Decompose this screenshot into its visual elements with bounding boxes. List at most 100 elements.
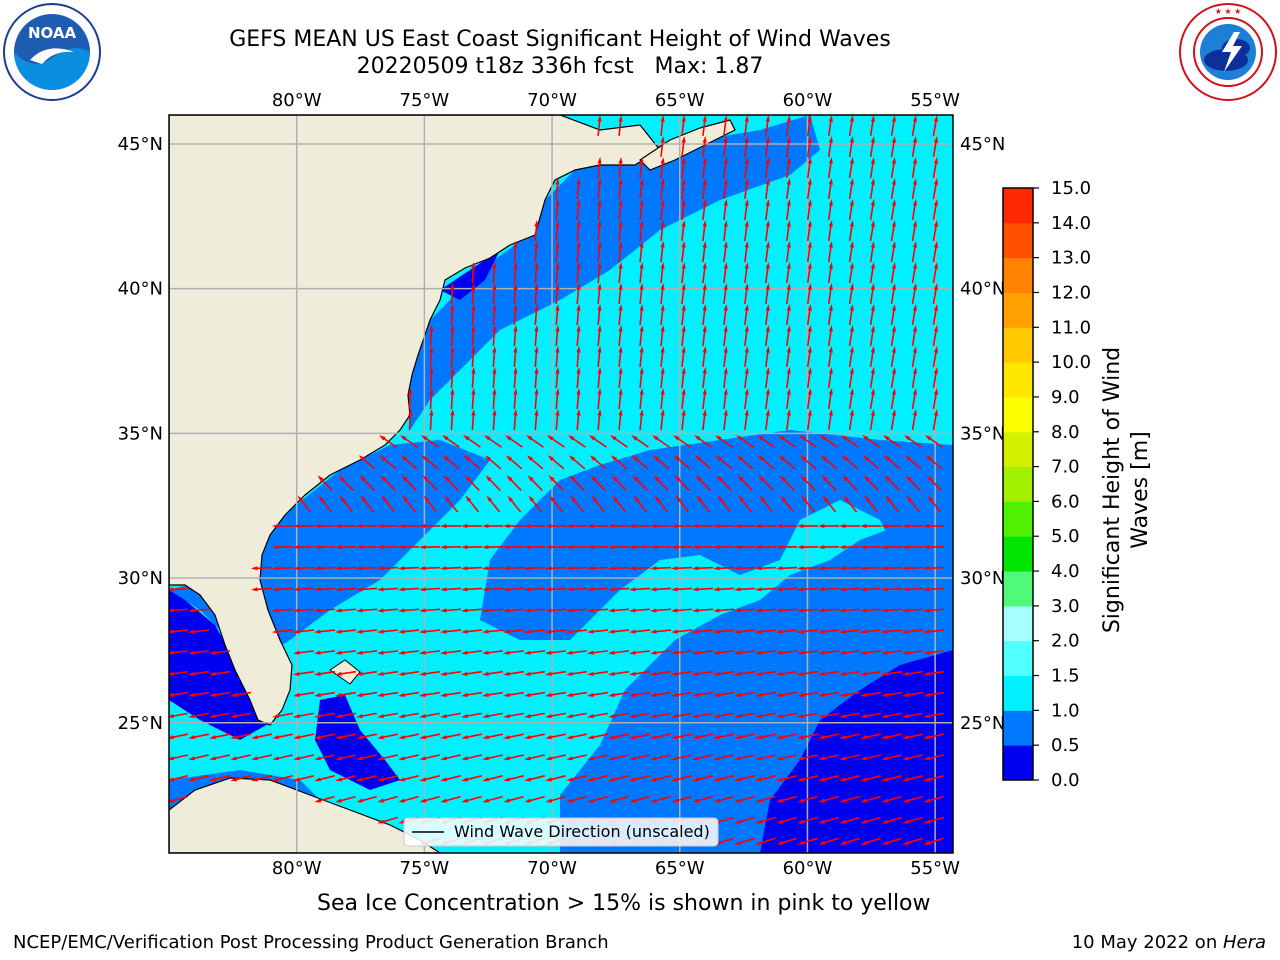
colorbar: 0.0 0.5 1.0 1.5 2.0 3.0 4.0 5.0 6.0 7.0 8.0 9.0 10.0… (1002, 178, 1091, 791)
wave-arrow-head (818, 671, 825, 676)
colorbar-label-line2: Waves [m] (1128, 431, 1153, 549)
wave-arrow-head (786, 115, 791, 122)
wave-arrow-head (755, 523, 762, 529)
wave-arrow-head (849, 241, 854, 248)
colorbar-tick-label: 12.0 (1051, 282, 1091, 303)
colorbar-segment (1003, 745, 1033, 781)
wave-arrow-head (398, 713, 405, 719)
nws-logo: ★ ★ ★ (1178, 2, 1278, 102)
colorbar-tick-label: 8.0 (1051, 422, 1080, 443)
wave-arrow-head (870, 304, 875, 311)
wave-arrow-head (839, 608, 846, 613)
wave-arrow-head (807, 157, 812, 164)
wave-arrow-head (881, 692, 888, 697)
wave-arrow-head (335, 566, 342, 571)
wave-arrow-head (786, 388, 791, 395)
wave-arrow-head (566, 523, 573, 529)
wave-arrow-head (429, 325, 434, 332)
wave-arrow-head (169, 735, 174, 740)
colorbar-segment (1003, 257, 1033, 293)
wave-arrow-head (744, 199, 749, 206)
wave-arrow-head (629, 735, 636, 740)
wave-arrow-head (450, 304, 455, 311)
wave-arrow-head (723, 178, 728, 185)
wave-arrow-head (576, 388, 581, 395)
land-cuba (169, 777, 442, 853)
colorbar-segment (1003, 396, 1033, 433)
wave-arrow-head (450, 409, 455, 416)
wave-arrow-head (639, 199, 644, 206)
wave-arrow-head (251, 777, 259, 782)
colorbar-segment (1003, 292, 1033, 328)
wave-arrow-head (692, 777, 700, 782)
wave-arrow-head (272, 566, 279, 571)
wave-arrow-head (755, 777, 763, 782)
wave-arrow-head (555, 346, 560, 353)
wave-arrow-head (881, 608, 888, 613)
wave-arrow-head (923, 629, 930, 634)
wave-arrow-head (912, 178, 917, 185)
wave-arrow-head (828, 136, 833, 143)
wave-arrow-head (545, 587, 552, 592)
wave-arrow-head (828, 325, 833, 332)
wave-arrow-head (377, 650, 384, 655)
wave-arrow-head (786, 367, 791, 374)
wave-arrow-head (639, 304, 644, 311)
wave-arrow-head (587, 756, 595, 761)
wave-arrow-head (681, 325, 686, 332)
lon-tick-bottom: 55°W (910, 858, 960, 879)
footer-date: 10 May 2022 on Hera (1072, 932, 1266, 953)
wave-arrow-head (923, 650, 930, 655)
wave-arrow-head (356, 798, 364, 803)
wave-arrow-head (692, 566, 699, 571)
wave-arrow-head (891, 241, 896, 248)
wave-arrow-head (828, 409, 833, 416)
wave-arrow-head (839, 840, 847, 845)
wave-arrow-head (293, 671, 300, 676)
wave-arrow-head (566, 545, 573, 550)
wave-arrow-head (734, 566, 741, 571)
wave-arrow-head (671, 713, 678, 719)
wave-arrow-head (639, 241, 644, 248)
wave-arrow-head (356, 756, 364, 761)
wave-arrow-head (545, 798, 553, 803)
wave-arrow-head (461, 566, 468, 571)
wave-arrow-head (870, 325, 875, 332)
wave-arrow-head (702, 409, 707, 416)
wave-arrow-head (717, 495, 724, 502)
wave-arrow-head (188, 735, 195, 740)
lon-tick-bottom: 65°W (655, 858, 705, 879)
wave-arrow-head (465, 495, 472, 502)
wave-arrow-head (272, 777, 280, 782)
wave-arrow-head (356, 566, 363, 571)
wave-arrow-head (912, 409, 917, 416)
wave-arrow-head (881, 523, 888, 529)
wave-arrow-head (734, 692, 741, 697)
wave-arrow-head (923, 608, 930, 613)
wave-arrow-head (272, 756, 280, 761)
wave-arrow-head (778, 455, 786, 461)
wave-arrow-head (765, 325, 770, 332)
wave-arrow-head (923, 840, 931, 845)
wave-arrow-head (524, 671, 531, 676)
wave-arrow-head (377, 692, 384, 697)
wave-arrow-head (681, 262, 686, 269)
wave-arrow-head (360, 495, 367, 502)
wave-arrow-head (545, 713, 552, 719)
wave-arrow-head (828, 262, 833, 269)
wave-arrow-head (610, 455, 618, 461)
wave-arrow-head (471, 283, 476, 290)
wave-arrow-head (377, 735, 384, 740)
wave-arrow-head (744, 304, 749, 311)
wave-arrow-head (545, 671, 552, 676)
wave-arrow-head (650, 671, 657, 676)
wave-arrow-head (723, 283, 728, 290)
wave-arrow-head (555, 220, 560, 227)
wave-arrow-head (797, 545, 804, 550)
wave-arrow-head (776, 523, 783, 529)
wave-arrow-head (776, 650, 783, 655)
wave-arrow-head (650, 756, 658, 761)
wave-arrow-head (610, 435, 617, 441)
wave-arrow-head (765, 241, 770, 248)
wave-arrow-head (860, 545, 867, 550)
